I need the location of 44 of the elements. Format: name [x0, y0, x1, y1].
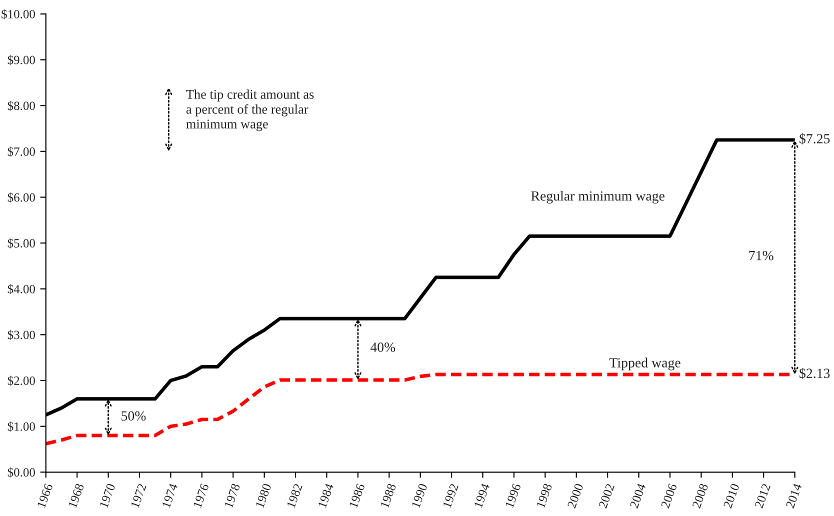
x-tick-label: 1970: [99, 483, 116, 508]
series-label: Tipped wage: [609, 358, 680, 370]
x-tick-label: 1982: [286, 483, 302, 508]
annotation: 40%: [370, 342, 396, 352]
x-tick-label: 1972: [130, 483, 146, 508]
x-tick-label: 2014: [786, 482, 802, 509]
annotation: 50%: [122, 411, 146, 421]
y-tick-label: $6.00: [8, 192, 35, 203]
x-tick-label: 2010: [723, 483, 740, 509]
y-tick-label: $1.00: [8, 422, 35, 432]
x-tick-label: 2012: [754, 483, 771, 509]
y-tick-label: $10.00: [2, 9, 35, 20]
annotation: The tip credit amount as a percent of the regular minimum wage: [186, 90, 314, 132]
y-tick-label: $5.00: [8, 238, 35, 248]
y-tick-label: $9.00: [8, 55, 35, 66]
annotation: $2.13: [800, 368, 830, 379]
series-label: Regular minimum wage: [531, 190, 664, 204]
x-tick-label: 1984: [318, 482, 334, 508]
x-tick-label: 1966: [37, 483, 53, 508]
annotation: 71%: [749, 250, 774, 260]
x-tick-label: 1990: [411, 483, 428, 508]
y-tick-label: $8.00: [8, 100, 35, 111]
y-tick-label: $4.00: [8, 284, 35, 294]
y-tick-label: $2.00: [8, 376, 35, 386]
x-tick-label: 1998: [536, 483, 552, 508]
y-tick-label: $7.00: [8, 146, 35, 157]
x-tick-label: 1986: [349, 483, 366, 508]
x-tick-label: 2008: [692, 483, 708, 509]
y-tick-label: $3.00: [8, 330, 35, 340]
x-tick-label: 2000: [567, 483, 584, 509]
x-tick-label: 2002: [598, 483, 615, 509]
x-tick-label: 1996: [505, 483, 522, 508]
x-tick-label: 1992: [442, 483, 459, 508]
annotation: $7.25: [800, 133, 830, 144]
x-tick-label: 1978: [224, 483, 240, 508]
y-tick-label: $0.00: [8, 467, 35, 478]
x-tick-label: 1980: [255, 483, 272, 508]
x-tick-label: 1994: [474, 482, 490, 508]
x-tick-label: 1976: [193, 483, 209, 508]
x-tick-label: 1968: [68, 483, 84, 508]
x-tick-label: 1988: [380, 483, 396, 508]
x-tick-label: 2006: [660, 483, 678, 509]
x-tick-label: 2004: [630, 482, 646, 509]
x-tick-label: 1974: [162, 482, 178, 508]
